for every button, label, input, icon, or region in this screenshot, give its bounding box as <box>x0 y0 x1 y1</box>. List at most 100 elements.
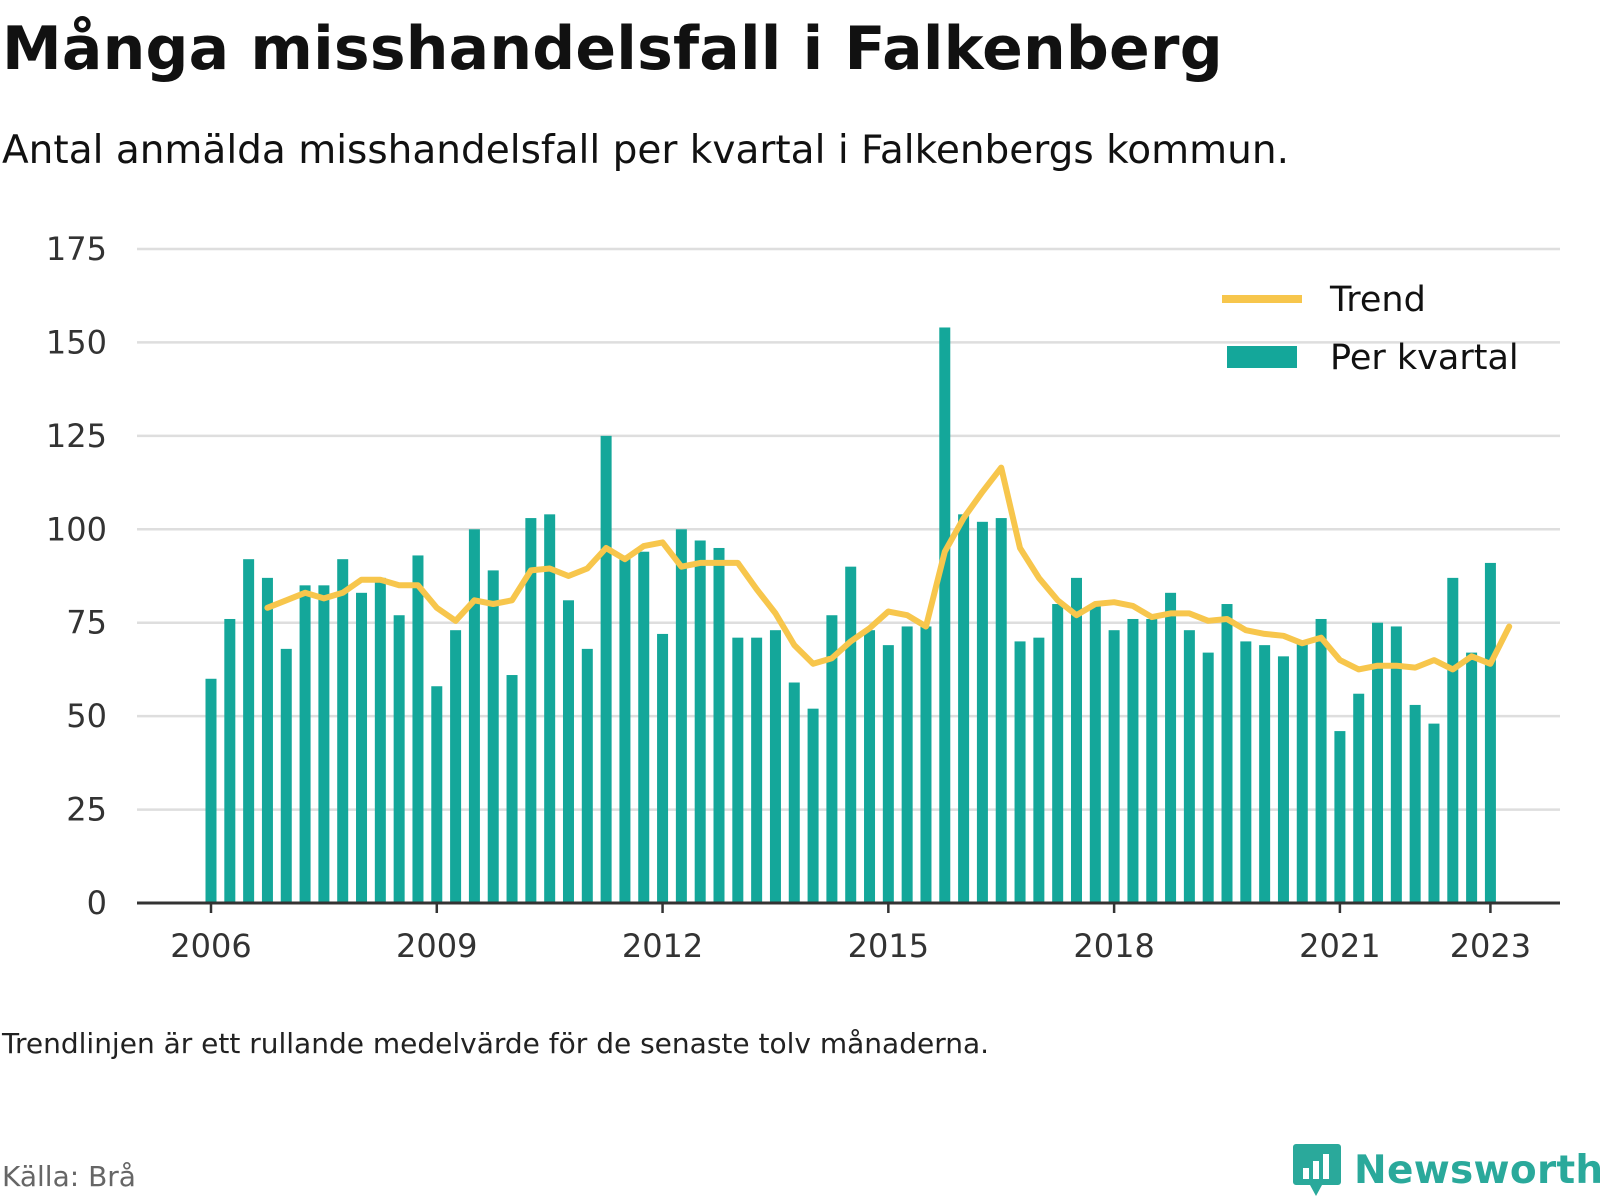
bar-2012-Q3 <box>694 540 706 903</box>
x-tick-label-2018: 2018 <box>1073 927 1154 965</box>
bar-2016-Q4 <box>1014 641 1026 903</box>
bar-2008-Q2 <box>374 577 386 903</box>
bar-2012-Q4 <box>713 547 725 903</box>
x-tick-label-2012: 2012 <box>622 927 703 965</box>
y-tick-label-25: 25 <box>66 791 107 829</box>
legend-bars-label: Per kvartal <box>1330 338 1519 378</box>
bar-2017-Q3 <box>1070 577 1082 903</box>
source-credit: Källa: Brå <box>2 1160 136 1193</box>
bar-2016-Q1 <box>958 514 970 903</box>
x-tick-label-2021: 2021 <box>1299 927 1380 965</box>
bar-2006-Q3 <box>243 559 255 903</box>
bar-2022-Q2 <box>1428 723 1440 903</box>
bar-2013-Q4 <box>788 682 800 903</box>
bar-2008-Q3 <box>393 615 405 903</box>
bar-2011-Q1 <box>581 648 593 903</box>
bar-2009-Q4 <box>487 570 499 903</box>
y-tick-label-0: 0 <box>87 884 107 922</box>
bar-2019-Q3 <box>1221 604 1233 903</box>
bar-2021-Q2 <box>1353 693 1365 903</box>
bar-2020-Q1 <box>1259 645 1271 903</box>
x-tick-labels: 2006 2009 2012 2015 2018 2021 2023 <box>170 927 1531 965</box>
y-axis: 0 25 50 75 100 125 150 175 <box>46 230 107 922</box>
bar-2006-Q1 <box>205 678 217 903</box>
brand-logo: Newsworthy <box>1292 1141 1600 1199</box>
bar-2014-Q1 <box>807 708 819 903</box>
bar-2017-Q2 <box>1052 604 1064 903</box>
bar-series <box>205 327 1496 904</box>
chart-area: 0 25 50 75 100 125 150 175 2006 2009 2012 2015 2018… <box>46 230 1560 965</box>
trend-line <box>264 464 1513 673</box>
bar-2009-Q1 <box>431 686 443 903</box>
bar-2007-Q3 <box>318 585 330 903</box>
y-tick-label-175: 175 <box>46 230 107 268</box>
bar-2015-Q1 <box>882 645 894 903</box>
legend: Trend Per kvartal <box>1222 280 1519 378</box>
bar-2017-Q4 <box>1089 604 1101 903</box>
bar-2006-Q2 <box>224 618 236 903</box>
bar-2010-Q1 <box>506 675 518 903</box>
bar-2011-Q2 <box>600 435 612 903</box>
x-tick-label-2015: 2015 <box>848 927 929 965</box>
chart-title: Många misshandelsfall i Falkenberg <box>2 14 1223 84</box>
bar-2018-Q2 <box>1127 618 1139 903</box>
bar-2015-Q4 <box>939 327 951 904</box>
newsworthy-logo-icon <box>1293 1144 1341 1196</box>
bar-2009-Q2 <box>450 630 462 903</box>
bar-2007-Q1 <box>280 648 292 903</box>
trend-series <box>264 464 1513 673</box>
bar-2011-Q3 <box>619 555 631 903</box>
bar-2008-Q1 <box>356 592 368 903</box>
bar-2013-Q3 <box>769 630 781 903</box>
bar-2019-Q2 <box>1202 652 1214 903</box>
bar-2016-Q2 <box>976 521 988 903</box>
bar-2018-Q3 <box>1146 618 1158 903</box>
bar-2019-Q1 <box>1183 630 1195 903</box>
bar-2022-Q1 <box>1409 704 1421 903</box>
bar-2023-Q1 <box>1484 562 1496 903</box>
bar-2014-Q3 <box>845 566 857 903</box>
brand-name: Newsworthy <box>1354 1147 1600 1193</box>
bar-2013-Q2 <box>751 637 763 903</box>
y-tick-label-125: 125 <box>46 417 107 455</box>
y-tick-label-100: 100 <box>46 510 107 548</box>
y-tick-label-150: 150 <box>46 323 107 361</box>
bar-2014-Q2 <box>826 615 838 903</box>
bar-2020-Q3 <box>1296 641 1308 903</box>
bar-2010-Q3 <box>544 514 556 903</box>
bar-2008-Q4 <box>412 555 424 903</box>
bar-2015-Q3 <box>920 626 932 903</box>
bar-2007-Q4 <box>337 559 349 903</box>
chart-subtitle: Antal anmälda misshandelsfall per kvarta… <box>2 128 1289 173</box>
footnote: Trendlinjen är ett rullande medelvärde f… <box>2 1027 990 1060</box>
bar-2006-Q4 <box>261 577 273 903</box>
y-tick-label-75: 75 <box>66 604 107 642</box>
bar-2022-Q4 <box>1466 652 1478 903</box>
bar-2009-Q3 <box>468 529 480 903</box>
x-tick-label-2009: 2009 <box>396 927 477 965</box>
bar-2010-Q2 <box>525 518 537 903</box>
bar-2021-Q3 <box>1372 622 1384 903</box>
bar-2012-Q2 <box>675 529 687 903</box>
bar-2018-Q1 <box>1108 630 1120 903</box>
bar-2020-Q4 <box>1315 618 1327 903</box>
bar-2021-Q4 <box>1390 626 1402 903</box>
bar-2012-Q1 <box>657 633 669 903</box>
legend-trend-label: Trend <box>1329 280 1426 320</box>
x-axis <box>137 901 1560 913</box>
bar-2010-Q4 <box>562 600 574 903</box>
bar-2022-Q3 <box>1447 577 1459 903</box>
bar-2013-Q1 <box>732 637 744 903</box>
legend-bars-swatch <box>1227 346 1297 368</box>
bar-2019-Q4 <box>1240 641 1252 903</box>
bar-2017-Q1 <box>1033 637 1045 903</box>
bar-2016-Q3 <box>995 518 1007 903</box>
x-tick-label-2023: 2023 <box>1450 927 1531 965</box>
bar-2020-Q2 <box>1277 656 1289 903</box>
bar-2007-Q2 <box>299 585 311 903</box>
bar-2015-Q2 <box>901 626 913 903</box>
bar-2021-Q1 <box>1334 731 1346 903</box>
y-tick-label-50: 50 <box>66 697 107 735</box>
bar-2014-Q4 <box>864 630 876 903</box>
bar-2011-Q4 <box>638 551 650 903</box>
